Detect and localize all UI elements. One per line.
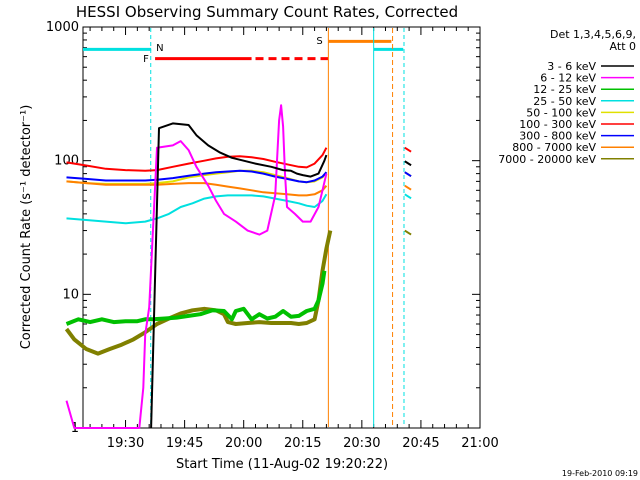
chart-title: HESSI Observing Summary Count Rates, Cor…	[76, 3, 458, 21]
series-tail-4	[404, 193, 412, 200]
series-lines	[64, 104, 412, 429]
series-tail-7	[404, 171, 412, 178]
x-axis-label: Start Time (11-Aug-02 19:20:22)	[176, 457, 388, 472]
series-tail-8	[404, 184, 412, 191]
series-line-8	[66, 180, 328, 197]
y-tick-label: 10	[62, 287, 79, 302]
y-tick-label: 1000	[46, 20, 79, 35]
x-tick-label: 20:30	[343, 436, 380, 451]
x-tick-label: 20:15	[284, 436, 321, 451]
legend-entry-label: 25 - 50 keV	[533, 95, 596, 108]
series-line-4	[66, 193, 328, 225]
axis-ticks: 19:30 19:45 20:00 20:15 20:30 20:45 21:0011010…	[46, 20, 499, 451]
legend-title: Att 0	[610, 40, 636, 53]
legend-entry-label: 7000 - 20000 keV	[498, 153, 596, 166]
series-tail-1	[404, 160, 412, 167]
y-axis-label-group: Corrected Count Rate (s⁻¹ detector⁻¹)	[19, 105, 34, 350]
observing-flags: NF S	[83, 28, 405, 427]
legend-entry-label: 6 - 12 keV	[540, 72, 596, 85]
legend-entry-label: 3 - 6 keV	[547, 60, 596, 73]
series-tail-6	[404, 146, 412, 153]
y-axis-label: Corrected Count Rate (s⁻¹ detector⁻¹)	[19, 105, 34, 350]
series-line-1	[150, 122, 328, 429]
x-tick-label: 19:30	[107, 436, 144, 451]
legend-entry-label: 12 - 25 keV	[533, 83, 596, 96]
legend-entry-label: 100 - 300 keV	[519, 118, 596, 131]
legend-entry-label: 300 - 800 keV	[519, 130, 596, 143]
legend-entry-label: 800 - 7000 keV	[512, 141, 596, 154]
x-tick-label: 20:45	[402, 436, 439, 451]
flag-label-f: F	[143, 54, 149, 65]
x-tick-label: 21:00	[461, 436, 498, 451]
timestamp: 19-Feb-2010 09:19	[562, 469, 638, 478]
legend-title: Det 1,3,4,5,6,9,	[550, 28, 636, 41]
series-line-9	[64, 230, 333, 356]
series-line-7	[66, 169, 328, 184]
series-line-3	[65, 270, 327, 326]
x-tick-label: 20:00	[225, 436, 262, 451]
x-tick-label: 19:45	[166, 436, 203, 451]
flag-label-s: S	[316, 36, 322, 47]
series-line-2	[65, 104, 328, 429]
series-tail-9	[404, 229, 412, 236]
series-line-5	[66, 169, 328, 185]
flag-label-n: N	[156, 43, 163, 54]
legend-entry-label: 50 - 100 keV	[526, 106, 596, 119]
y-tick-label: 100	[54, 154, 79, 169]
plot-frame	[82, 26, 481, 429]
